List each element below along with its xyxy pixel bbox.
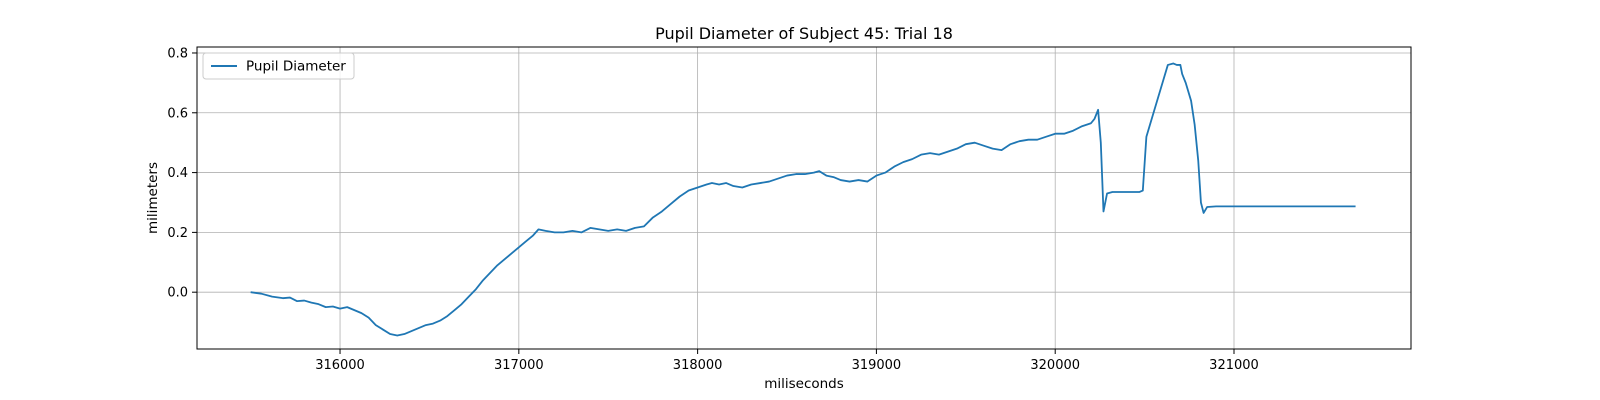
y-tick-label: 0.6 [167, 106, 188, 121]
legend-label-pupil-diameter: Pupil Diameter [246, 59, 346, 75]
x-tick-label: 316000 [315, 358, 365, 373]
legend: Pupil Diameter [202, 52, 355, 80]
y-tick-label: 0.4 [167, 166, 188, 181]
gridlines [197, 47, 1411, 349]
y-axis-label: milimeters [145, 162, 161, 234]
plot-area-frame [196, 46, 1412, 350]
series-line-pupil-diameter [250, 62, 1356, 337]
x-tick-label: 319000 [852, 358, 902, 373]
x-tick-label: 318000 [673, 358, 723, 373]
x-axis-label: miliseconds [764, 376, 844, 392]
chart-title: Pupil Diameter of Subject 45: Trial 18 [655, 24, 953, 43]
x-tick-label: 317000 [494, 358, 544, 373]
x-tick-label: 320000 [1030, 358, 1080, 373]
y-tick-label: 0.8 [167, 46, 188, 61]
legend-box [202, 52, 355, 80]
y-tick-label: 0.2 [167, 226, 188, 241]
axis-ticks: 316000 317000 318000 319000 320000 321000 0.0 0… [167, 46, 1259, 373]
x-tick-label: 321000 [1209, 358, 1259, 373]
y-tick-label: 0.0 [167, 286, 188, 301]
series-layer [250, 62, 1356, 337]
